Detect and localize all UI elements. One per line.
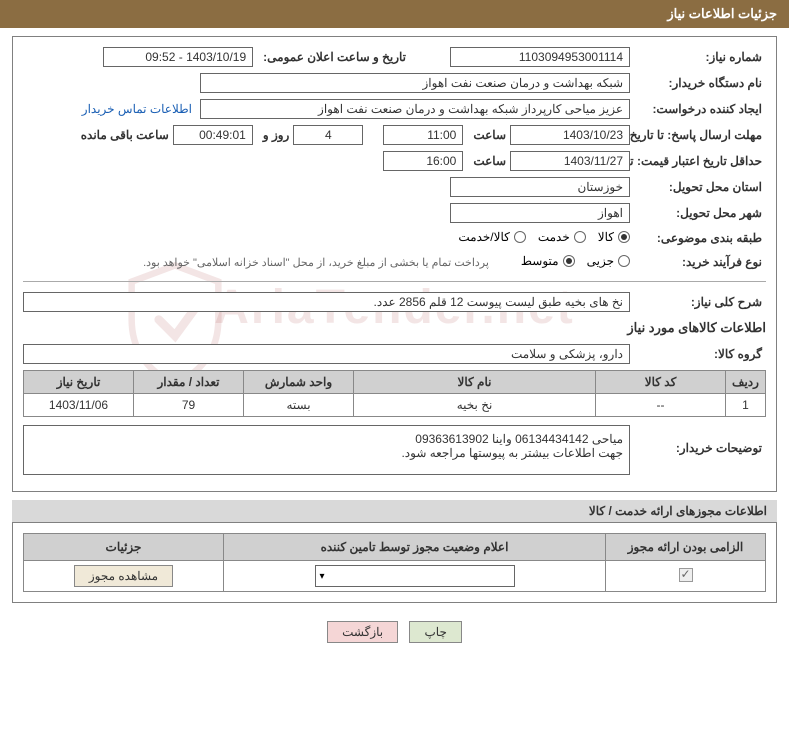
goods-table-header: تاریخ نیاز bbox=[24, 371, 134, 394]
table-cell: 1 bbox=[726, 394, 766, 417]
category-option[interactable]: خدمت bbox=[538, 230, 586, 244]
summary-field: نخ های بخیه طبق لیست پیوست 12 قلم 2856 ع… bbox=[23, 292, 630, 312]
radio-icon bbox=[514, 231, 526, 243]
radio-label: کالا bbox=[598, 230, 614, 244]
goods-table-header: نام کالا bbox=[354, 371, 596, 394]
time-label-1: ساعت bbox=[469, 126, 510, 144]
table-cell: بسته bbox=[244, 394, 354, 417]
days-count-field: 4 bbox=[293, 125, 363, 145]
table-cell: 79 bbox=[134, 394, 244, 417]
radio-icon bbox=[618, 231, 630, 243]
page-header: جزئیات اطلاعات نیاز bbox=[0, 0, 789, 28]
radio-label: جزیی bbox=[587, 254, 614, 268]
goods-info-title: اطلاعات کالاهای مورد نیاز bbox=[23, 320, 766, 336]
table-cell: 1403/11/06 bbox=[24, 394, 134, 417]
category-label: طبقه بندی موضوعی: bbox=[636, 229, 766, 247]
purchase-type-option[interactable]: متوسط bbox=[521, 254, 575, 268]
perm-table-header: جزئیات bbox=[24, 534, 224, 561]
requester-field: عزیز میاحی کارپرداز شبکه بهداشت و درمان … bbox=[200, 99, 630, 119]
request-no-label: شماره نیاز: bbox=[636, 48, 766, 66]
city-field: اهواز bbox=[450, 203, 630, 223]
purchase-type-radio-group: جزیی متوسط bbox=[509, 254, 630, 270]
province-label: استان محل تحویل: bbox=[636, 178, 766, 196]
table-cell: -- bbox=[596, 394, 726, 417]
perm-table-header: اعلام وضعیت مجوز توسط تامین کننده bbox=[224, 534, 606, 561]
radio-icon bbox=[574, 231, 586, 243]
validity-date-field: 1403/11/27 bbox=[510, 151, 630, 171]
requester-label: ایجاد کننده درخواست: bbox=[636, 100, 766, 118]
countdown-field: 00:49:01 bbox=[173, 125, 253, 145]
payment-note: پرداخت تمام یا بخشی از مبلغ خرید، از محل… bbox=[143, 256, 489, 269]
page-title: جزئیات اطلاعات نیاز bbox=[667, 6, 777, 21]
buyer-notes-field: میاحی 06134434142 واینا 09363613902جهت ا… bbox=[23, 425, 630, 475]
status-dropdown[interactable]: ▾ bbox=[315, 565, 515, 587]
deadline-time-field: 11:00 bbox=[383, 125, 463, 145]
main-info-section: شماره نیاز: 1103094953001114 تاریخ و ساع… bbox=[12, 36, 777, 492]
view-permission-button[interactable]: مشاهده مجوز bbox=[74, 565, 173, 587]
remaining-label: ساعت باقی مانده bbox=[77, 126, 173, 144]
goods-table-header: واحد شمارش bbox=[244, 371, 354, 394]
validity-label: حداقل تاریخ اعتبار قیمت: تا تاریخ: bbox=[636, 152, 766, 170]
purchase-type-option[interactable]: جزیی bbox=[587, 254, 630, 268]
announce-date-field: 1403/10/19 - 09:52 bbox=[103, 47, 253, 67]
permissions-table: الزامی بودن ارائه مجوزاعلام وضعیت مجوز ت… bbox=[23, 533, 766, 592]
category-radio-group: کالا خدمت کالا/خدمت bbox=[446, 230, 630, 246]
footer-buttons: چاپ بازگشت bbox=[0, 611, 789, 659]
validity-time-field: 16:00 bbox=[383, 151, 463, 171]
permissions-section-title: اطلاعات مجوزهای ارائه خدمت / کالا bbox=[12, 500, 777, 522]
table-cell: نخ بخیه bbox=[354, 394, 596, 417]
buyer-org-field: شبکه بهداشت و درمان صنعت نفت اهواز bbox=[200, 73, 630, 93]
radio-label: کالا/خدمت bbox=[458, 230, 509, 244]
print-button[interactable]: چاپ bbox=[409, 621, 461, 643]
announce-date-label: تاریخ و ساعت اعلان عمومی: bbox=[259, 48, 410, 66]
category-option[interactable]: کالا/خدمت bbox=[458, 230, 525, 244]
permission-row: ▾ مشاهده مجوز bbox=[24, 561, 766, 592]
purchase-type-label: نوع فرآیند خرید: bbox=[636, 253, 766, 271]
city-label: شهر محل تحویل: bbox=[636, 204, 766, 222]
radio-label: خدمت bbox=[538, 230, 570, 244]
summary-label: شرح کلی نیاز: bbox=[636, 293, 766, 311]
chevron-down-icon: ▾ bbox=[320, 571, 325, 582]
goods-table: ردیفکد کالانام کالاواحد شمارشتعداد / مقد… bbox=[23, 370, 766, 417]
contact-link[interactable]: اطلاعات تماس خریدار bbox=[82, 102, 192, 116]
table-row: 1--نخ بخیهبسته791403/11/06 bbox=[24, 394, 766, 417]
time-label-2: ساعت bbox=[469, 152, 510, 170]
deadline-date-field: 1403/10/23 bbox=[510, 125, 630, 145]
radio-icon bbox=[618, 255, 630, 267]
category-option[interactable]: کالا bbox=[598, 230, 630, 244]
perm-table-header: الزامی بودن ارائه مجوز bbox=[606, 534, 766, 561]
goods-table-header: ردیف bbox=[726, 371, 766, 394]
buyer-org-label: نام دستگاه خریدار: bbox=[636, 74, 766, 92]
back-button[interactable]: بازگشت bbox=[327, 621, 398, 643]
permissions-section: الزامی بودن ارائه مجوزاعلام وضعیت مجوز ت… bbox=[12, 522, 777, 603]
mandatory-checkbox[interactable] bbox=[679, 568, 693, 582]
radio-icon bbox=[563, 255, 575, 267]
goods-table-header: تعداد / مقدار bbox=[134, 371, 244, 394]
goods-table-header: کد کالا bbox=[596, 371, 726, 394]
request-no-field: 1103094953001114 bbox=[450, 47, 630, 67]
days-and-label: روز و bbox=[259, 126, 294, 144]
buyer-notes-label: توضیحات خریدار: bbox=[636, 425, 766, 457]
deadline-label: مهلت ارسال پاسخ: تا تاریخ: bbox=[636, 126, 766, 144]
radio-label: متوسط bbox=[521, 254, 559, 268]
goods-group-label: گروه کالا: bbox=[636, 345, 766, 363]
goods-group-field: دارو، پزشکی و سلامت bbox=[23, 344, 630, 364]
province-field: خوزستان bbox=[450, 177, 630, 197]
